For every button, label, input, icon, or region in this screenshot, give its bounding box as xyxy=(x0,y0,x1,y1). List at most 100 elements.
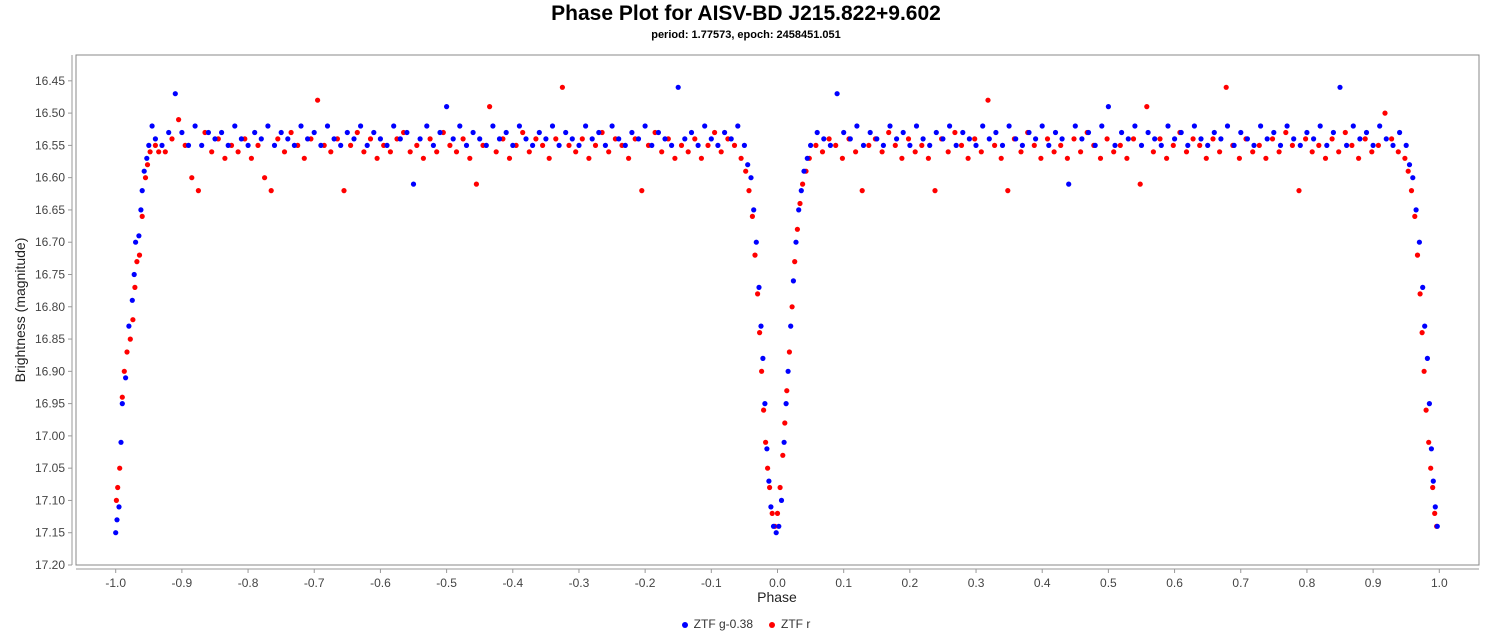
point-ztf-g xyxy=(748,175,754,181)
point-ztf-g xyxy=(702,123,708,129)
point-ztf-g xyxy=(1264,136,1270,142)
point-ztf-r xyxy=(467,155,473,161)
point-ztf-g xyxy=(662,136,668,142)
point-ztf-g xyxy=(764,446,770,452)
point-ztf-r xyxy=(526,149,532,155)
point-ztf-g xyxy=(1434,523,1440,529)
point-ztf-g xyxy=(1428,446,1434,452)
point-ztf-r xyxy=(189,175,195,181)
point-ztf-r xyxy=(698,155,705,161)
point-ztf-g xyxy=(126,323,132,329)
point-ztf-g xyxy=(338,142,344,148)
point-ztf-r xyxy=(978,149,984,155)
point-ztf-r xyxy=(1051,149,1057,155)
point-ztf-g xyxy=(136,233,142,239)
point-ztf-r xyxy=(427,136,433,142)
point-ztf-g xyxy=(225,142,231,148)
point-ztf-r xyxy=(718,149,724,155)
point-ztf-g xyxy=(1138,142,1145,148)
point-ztf-g xyxy=(1019,142,1025,148)
point-ztf-g xyxy=(762,401,768,407)
point-ztf-r xyxy=(367,136,374,142)
y-tick-label: 17.05 xyxy=(35,461,65,475)
point-ztf-r xyxy=(124,349,130,355)
point-ztf-r xyxy=(905,136,912,142)
point-ztf-r xyxy=(912,149,918,155)
point-ztf-g xyxy=(1085,129,1092,136)
point-ztf-g xyxy=(404,129,410,136)
point-ztf-g xyxy=(238,136,244,142)
point-ztf-r xyxy=(1256,142,1262,148)
point-ztf-r xyxy=(579,136,585,142)
point-ztf-g xyxy=(841,129,847,136)
point-ztf-r xyxy=(1137,181,1143,187)
point-ztf-r xyxy=(777,484,783,491)
point-ztf-r xyxy=(886,129,892,136)
point-ztf-g xyxy=(980,123,986,129)
point-ztf-g xyxy=(766,478,772,484)
point-ztf-g xyxy=(1112,142,1118,148)
point-ztf-g xyxy=(490,123,496,129)
point-ztf-g xyxy=(149,123,155,129)
point-ztf-g xyxy=(424,123,430,129)
point-ztf-g xyxy=(745,162,751,168)
point-ztf-r xyxy=(755,291,761,297)
point-ztf-r xyxy=(1263,155,1269,161)
point-ztf-g xyxy=(821,136,827,142)
point-ztf-r xyxy=(672,155,678,161)
point-ztf-r xyxy=(958,142,965,148)
point-ztf-r xyxy=(262,175,268,181)
point-ztf-g xyxy=(880,142,887,148)
point-ztf-g xyxy=(785,368,791,374)
x-tick-label: 0.7 xyxy=(1232,576,1249,590)
point-ztf-r xyxy=(348,142,354,148)
point-ztf-g xyxy=(953,142,959,148)
point-ztf-r xyxy=(1170,142,1176,148)
point-ztf-r xyxy=(639,188,645,194)
point-ztf-r xyxy=(540,142,546,148)
point-ztf-g xyxy=(793,239,799,245)
legend-item-ztf-r: ZTF r xyxy=(769,617,810,631)
point-ztf-g xyxy=(728,136,734,142)
point-ztf-g xyxy=(199,142,205,148)
point-ztf-r xyxy=(235,149,241,155)
point-ztf-g xyxy=(1006,123,1012,129)
point-ztf-r xyxy=(743,168,749,174)
point-ztf-g xyxy=(470,129,476,136)
point-ztf-g xyxy=(483,142,489,148)
point-ztf-g xyxy=(219,129,225,136)
point-ztf-r xyxy=(1044,136,1051,142)
point-ztf-r xyxy=(800,181,806,187)
point-ztf-g xyxy=(907,142,913,148)
point-ztf-r xyxy=(152,142,158,148)
point-ztf-g xyxy=(675,84,681,90)
point-ztf-r xyxy=(288,129,294,136)
point-ztf-g xyxy=(1284,123,1290,129)
point-ztf-g xyxy=(913,123,920,129)
point-ztf-r xyxy=(487,104,493,110)
point-ztf-g xyxy=(741,142,748,148)
axes-layer: 16.45 16.50 16.55 16.60 16.65 16.70 16.75 16.80… xyxy=(35,55,1479,590)
point-ztf-r xyxy=(1190,136,1196,142)
point-ztf-g xyxy=(1132,123,1138,129)
point-ztf-g xyxy=(133,239,139,245)
point-ztf-g xyxy=(1039,123,1045,129)
point-ztf-g xyxy=(1238,129,1244,136)
x-tick-label: -0.2 xyxy=(635,576,656,590)
point-ztf-g xyxy=(364,142,370,148)
point-ztf-g xyxy=(796,207,802,213)
chart-subtitle: period: 1.77573, epoch: 2458451.051 xyxy=(651,29,841,41)
point-ztf-g xyxy=(798,188,804,194)
point-ztf-r xyxy=(420,155,426,161)
point-ztf-g xyxy=(801,168,807,174)
point-ztf-g xyxy=(682,136,688,142)
x-tick-label: -0.9 xyxy=(172,576,193,590)
point-ztf-r xyxy=(1269,136,1276,142)
point-ztf-g xyxy=(556,142,562,148)
point-ztf-r xyxy=(127,336,133,342)
point-ztf-g xyxy=(1330,129,1336,136)
point-ztf-r xyxy=(1423,407,1429,413)
x-tick-label: 0.4 xyxy=(1034,576,1051,590)
point-ztf-g xyxy=(114,517,120,523)
point-ztf-r xyxy=(1236,155,1242,161)
